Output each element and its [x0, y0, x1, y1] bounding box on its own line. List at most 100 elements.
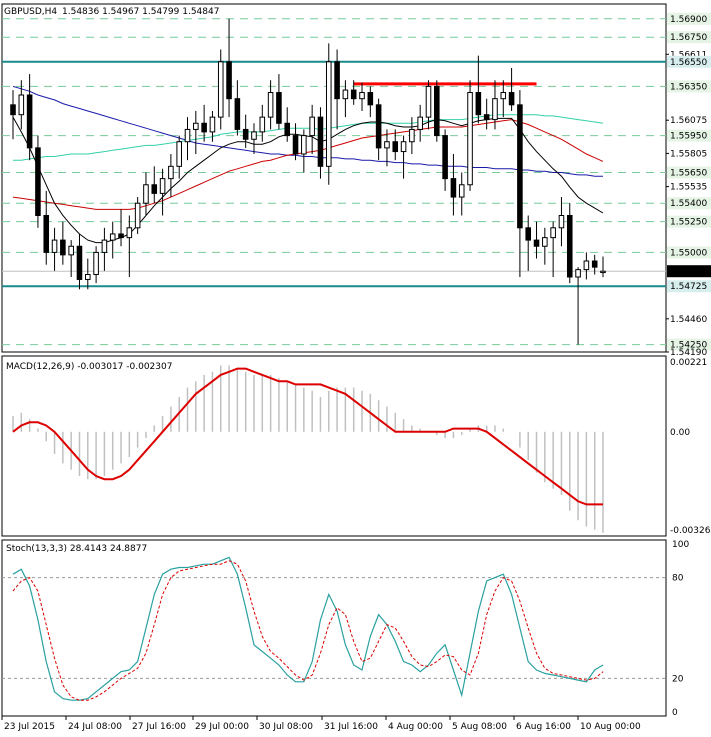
candle: [392, 129, 399, 161]
candle: [292, 123, 299, 161]
price-axis-label: 1.55805: [670, 149, 707, 159]
bear-candle-body: [434, 85, 440, 137]
candle: [159, 168, 166, 216]
candle: [101, 227, 108, 271]
bull-candle-body: [251, 131, 257, 140]
candle: [350, 80, 357, 105]
macd-signal-line: [12, 367, 603, 506]
candle: [367, 86, 374, 118]
bear-candle-body: [317, 116, 324, 167]
bear-candle-body: [517, 104, 523, 229]
macd-label: MACD(12,26,9) -0.003017 -0.002307: [6, 362, 172, 372]
price-label-box: [667, 280, 711, 293]
bull-candle-body: [18, 94, 25, 116]
time-axis-label: 6 Aug 16:00: [516, 722, 571, 732]
candle: [43, 190, 50, 265]
candle: [475, 55, 482, 124]
candle: [591, 254, 598, 275]
bear-candle-body: [367, 92, 374, 106]
candle: [201, 104, 207, 142]
price-label-box: [667, 12, 711, 25]
bull-candle-body: [193, 122, 199, 130]
time-axis-label: 31 Jul 16:00: [324, 722, 378, 732]
price-label-box: [667, 246, 711, 259]
bull-candle-body: [85, 274, 91, 280]
macd-frame: [1, 355, 667, 537]
bear-candle-body: [392, 141, 399, 153]
ma-cyan-line: [13, 114, 604, 161]
bear-candle-body: [483, 114, 490, 121]
bear-candle-body: [475, 92, 482, 116]
candle: [317, 107, 324, 179]
bull-candle-body: [359, 92, 365, 100]
candle: [492, 80, 498, 130]
time-axis-label: 27 Jul 16:00: [132, 722, 186, 732]
bear-candle-body: [566, 215, 573, 278]
bull-candle-body: [184, 128, 191, 143]
time-axis-label: 5 Aug 08:00: [452, 722, 507, 732]
bull-candle-body: [492, 98, 498, 121]
bull-candle-body: [209, 116, 216, 133]
candle: [450, 154, 457, 216]
price-axis-label: 1.54847: [670, 267, 707, 277]
price-axis-label: 1.54460: [670, 315, 707, 325]
macd-scale-label: -0.003266: [670, 526, 711, 536]
price-label-box: [667, 215, 711, 228]
time-axis-label: 23 Jul 2015: [4, 722, 55, 732]
candle: [35, 135, 41, 228]
candle: [10, 90, 16, 140]
candle: [533, 221, 540, 259]
bear-candle-body: [118, 233, 124, 239]
bull-candle-body: [101, 239, 108, 253]
candle: [143, 172, 149, 216]
candle: [400, 135, 407, 179]
candle: [267, 80, 274, 130]
bear-candle-body: [350, 89, 357, 100]
bear-candle-body: [375, 104, 382, 149]
bull-candle-body: [542, 237, 548, 247]
bear-candle-body: [10, 104, 16, 116]
price-axis-label: 1.56350: [670, 82, 707, 92]
price-axis-label: 1.55535: [670, 183, 707, 193]
candle: [234, 80, 241, 136]
candle: [184, 117, 191, 161]
candle: [276, 74, 282, 130]
bear-candle-body: [591, 260, 598, 268]
ma-blue-line: [12, 85, 603, 177]
candle: [60, 221, 66, 265]
stoch-frame: [1, 539, 667, 717]
candle: [525, 215, 531, 271]
bear-candle-body: [201, 122, 207, 133]
candle: [126, 215, 133, 277]
bull-candle-body: [134, 202, 141, 229]
candle: [217, 49, 224, 130]
bear-candle-body: [533, 239, 540, 247]
candle: [176, 135, 182, 179]
price-axis-label: 1.56900: [670, 15, 707, 25]
bear-candle-body: [442, 135, 448, 180]
bear-candle-body: [43, 215, 50, 253]
candle: [508, 67, 515, 111]
time-axis-label: 24 Jul 08:00: [68, 722, 122, 732]
price-axis-label: 1.56750: [670, 33, 707, 43]
bull-candle-body: [500, 92, 507, 100]
bear-candle-body: [284, 122, 291, 137]
price-axis-label: 1.55400: [670, 199, 707, 209]
bear-candle-body: [35, 147, 41, 217]
price-label-box: [667, 166, 711, 179]
bear-candle-body: [292, 135, 299, 155]
bull-candle-body: [109, 233, 116, 241]
candle: [209, 110, 216, 142]
bear-candle-body: [60, 239, 66, 256]
candle: [334, 49, 340, 130]
bear-candle-body: [226, 61, 232, 100]
candle: [442, 129, 448, 191]
bear-candle-body: [334, 61, 340, 100]
candle: [284, 107, 291, 142]
candle: [434, 80, 440, 142]
bull-candle-body: [301, 135, 307, 155]
candle: [542, 227, 548, 265]
bull-candle-body: [159, 178, 166, 194]
